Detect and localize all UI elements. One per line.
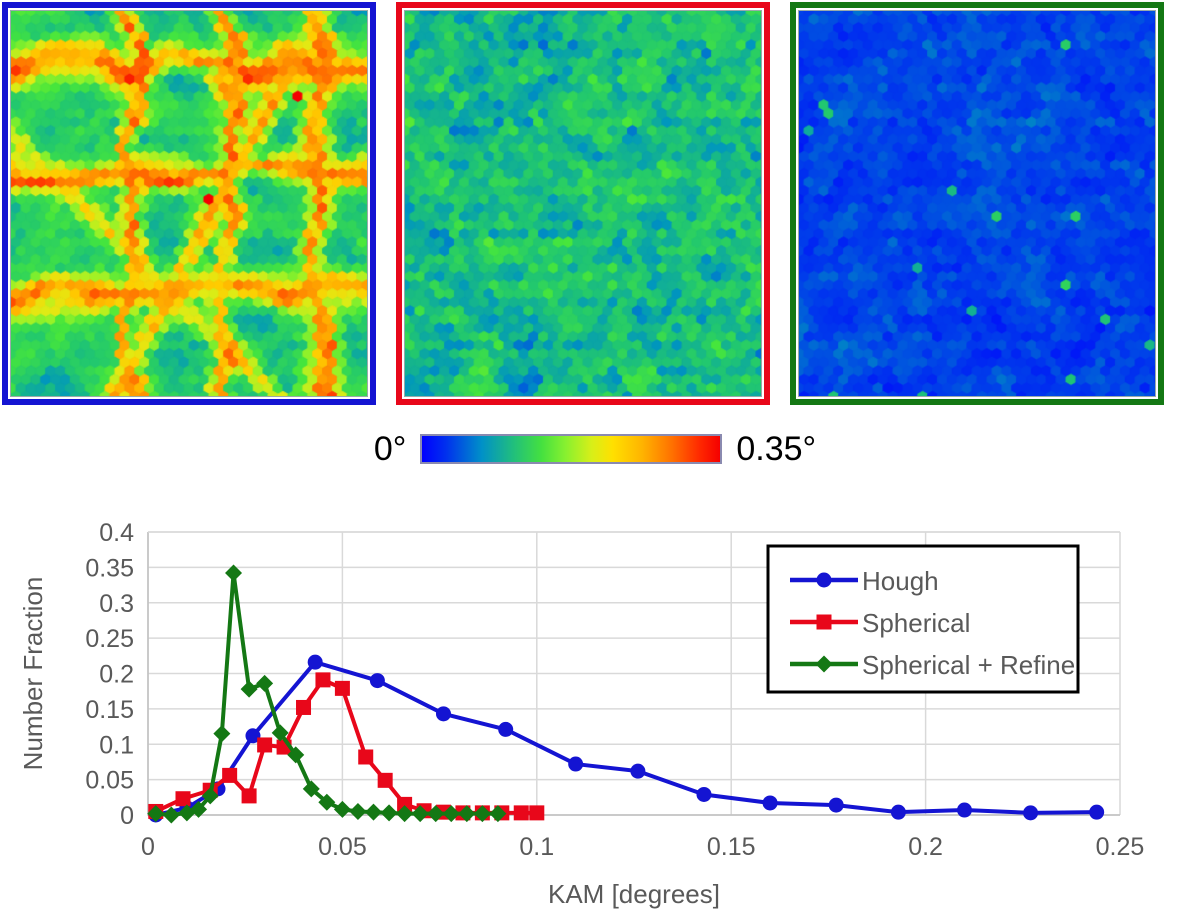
y-axis-tick-label: 0.05 <box>85 767 134 795</box>
kam-map-panel-hough <box>2 2 376 405</box>
colorbar-max-label: 0.35° <box>736 430 817 468</box>
data-point-marker <box>315 672 331 688</box>
data-point-marker <box>435 706 451 722</box>
data-point-marker <box>513 805 529 821</box>
y-axis-tick-label: 0 <box>120 802 134 830</box>
data-point-marker <box>630 763 646 779</box>
data-point-marker <box>377 772 393 788</box>
data-point-marker <box>225 564 243 582</box>
y-axis-title: Number Fraction <box>18 577 48 771</box>
data-point-marker <box>358 749 374 765</box>
y-axis-tick-label: 0.15 <box>85 696 134 724</box>
data-point-marker <box>816 614 832 630</box>
data-point-marker <box>956 802 972 818</box>
data-point-marker <box>349 802 367 820</box>
x-axis-tick-label: 0.15 <box>707 833 756 861</box>
data-point-marker <box>442 805 460 823</box>
data-point-marker <box>334 680 350 696</box>
legend-label: Hough <box>862 566 939 596</box>
data-point-marker <box>175 791 191 807</box>
x-axis-tick-label: 0.1 <box>519 833 554 861</box>
data-point-marker <box>828 797 844 813</box>
plot-frame <box>147 532 1120 816</box>
data-point-marker <box>256 674 274 692</box>
data-point-marker <box>397 796 413 812</box>
data-point-marker <box>369 673 385 689</box>
y-axis-tick-label: 0.2 <box>99 661 134 689</box>
data-point-marker <box>240 680 258 698</box>
kam-maps-row <box>0 0 1185 410</box>
data-point-marker <box>213 725 231 743</box>
kam-map-spherical <box>404 10 762 397</box>
data-point-marker <box>396 805 414 823</box>
series-spherical-refine <box>147 564 507 824</box>
data-point-marker <box>380 804 398 822</box>
data-point-marker <box>696 786 712 802</box>
data-point-marker <box>529 805 545 821</box>
data-point-marker <box>287 746 305 764</box>
data-point-marker <box>411 805 429 823</box>
x-axis-tick-label: 0.25 <box>1096 833 1145 861</box>
data-point-marker <box>201 787 219 805</box>
data-point-marker <box>162 806 180 824</box>
legend-label: Spherical + Refine <box>862 650 1075 680</box>
y-axis-tick-label: 0.25 <box>85 625 134 653</box>
kam-distribution-chart: 0 0.05 0.1 0.15 0.2 0.25 0.3 0.35 0.4 0 0.05 0.1 0.1… <box>0 500 1185 924</box>
data-point-marker <box>473 805 491 823</box>
data-point-marker <box>333 800 351 818</box>
legend-label: Spherical <box>862 608 970 638</box>
data-point-marker <box>222 767 238 783</box>
data-point-marker <box>1089 804 1105 820</box>
data-point-marker <box>241 788 257 804</box>
data-point-marker <box>190 800 208 818</box>
data-point-marker <box>762 795 778 811</box>
data-point-marker <box>296 699 312 715</box>
data-point-marker <box>302 780 320 798</box>
x-axis-tick-label: 0 <box>141 833 155 861</box>
data-point-marker <box>271 724 289 742</box>
colorbar-min-label: 0° <box>373 430 407 468</box>
series-hough <box>148 654 1105 823</box>
data-point-marker <box>1023 805 1039 821</box>
data-point-marker <box>816 572 832 588</box>
x-axis-tick-label: 0.05 <box>318 833 367 861</box>
data-point-marker <box>245 728 261 744</box>
y-axis-tick-label: 0.3 <box>99 590 134 618</box>
data-point-marker <box>365 803 383 821</box>
data-point-marker <box>489 805 507 823</box>
data-point-marker <box>147 805 165 823</box>
x-axis-title: KAM [degrees] <box>548 879 720 909</box>
data-point-marker <box>815 655 833 673</box>
data-point-marker <box>458 805 476 823</box>
data-point-marker <box>318 793 336 811</box>
kam-map-panel-spherical-refine <box>790 2 1164 405</box>
data-point-marker <box>498 721 514 737</box>
x-axis-tick-label: 0.2 <box>908 833 943 861</box>
colorbar-legend: 0° 0.35° <box>330 418 860 480</box>
y-axis-tick-label: 0.35 <box>85 554 134 582</box>
chart-legend: Hough Spherical Spherical + Refine <box>766 544 1080 694</box>
colorbar-gradient <box>420 434 723 464</box>
data-point-marker <box>307 654 323 670</box>
y-axis-tick-label: 0.4 <box>99 519 134 547</box>
data-point-marker <box>257 737 273 753</box>
kam-map-spherical-refine <box>798 10 1156 397</box>
series-line <box>153 571 500 817</box>
kam-map-panel-spherical <box>396 2 770 405</box>
data-point-marker <box>568 756 584 772</box>
kam-map-hough <box>10 10 368 397</box>
data-point-marker <box>427 805 445 823</box>
y-axis-tick-label: 0.1 <box>99 731 134 759</box>
data-point-marker <box>890 804 906 820</box>
